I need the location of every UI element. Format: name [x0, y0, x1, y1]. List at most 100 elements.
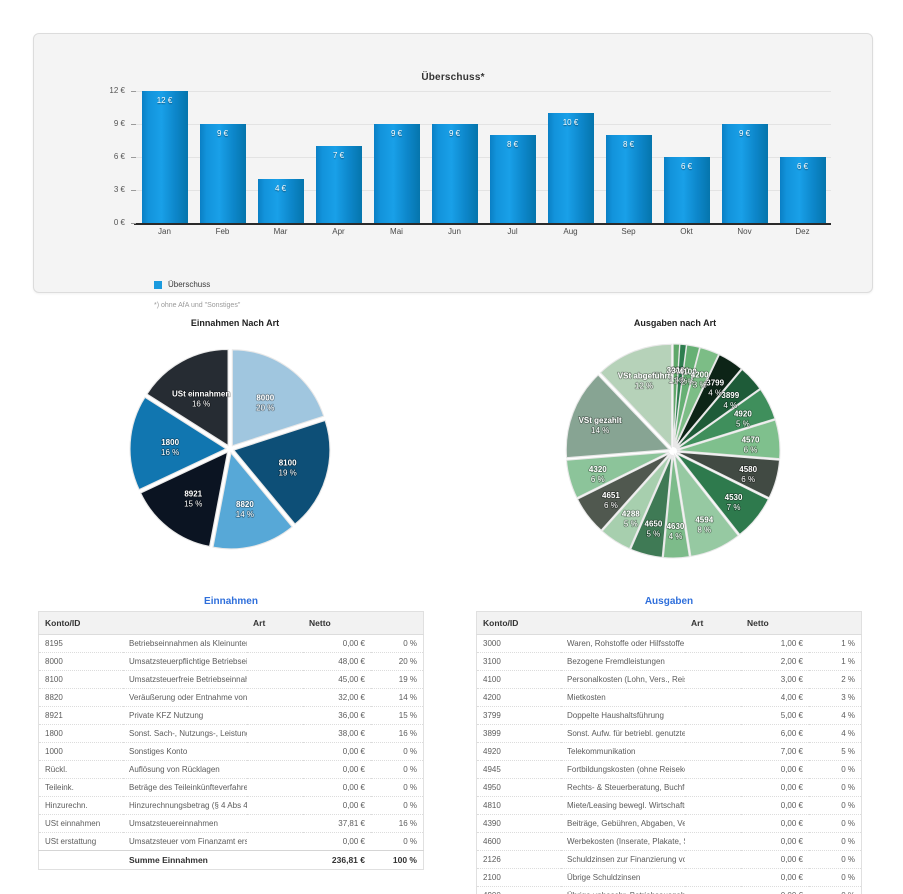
bar-jun[interactable]: 9 € [431, 124, 478, 223]
ausgaben-slice-vst-abgeführt[interactable] [599, 343, 673, 449]
ausgaben-label-4530: 4530 [725, 493, 743, 502]
table-row[interactable]: 8921 Private KFZ Nutzung 36,00 €15 % [38, 706, 424, 725]
cell-prozent: 0 % [371, 778, 424, 797]
bar-mai[interactable]: 9 € [373, 124, 420, 223]
table-row[interactable]: 3000 Waren, Rohstoffe oder Hilfsstoffe 1,0… [476, 634, 862, 653]
table-row[interactable]: 2100 Übrige Schuldzinsen 0,00 €0 % [476, 868, 862, 887]
einnahmen-percent-ust-einnahmen: 16 % [192, 399, 210, 408]
bar-jul[interactable]: 8 € [489, 135, 536, 223]
bar-chart-legend[interactable]: Überschuss [154, 280, 210, 289]
bar-sep[interactable]: 8 € [605, 135, 652, 223]
col-konto-id[interactable]: Konto/ID [38, 611, 123, 635]
bar-mar[interactable]: 4 € [257, 179, 304, 223]
col-art[interactable]: Art [247, 611, 303, 635]
bar-apr[interactable]: 7 € [315, 146, 362, 223]
ausgaben-slice-4200[interactable] [673, 346, 720, 448]
table-row[interactable]: Teileink. Beträge des Teileinkünfteverfah… [38, 778, 424, 797]
ausgaben-slice-4100[interactable] [673, 344, 701, 448]
table-row[interactable]: 3899 Sonst. Aufw. für betriebl. genutzte … [476, 724, 862, 743]
col-konto-id[interactable]: Konto/ID [476, 611, 561, 635]
table-row[interactable]: Hinzurechn. Hinzurechnungsbetrag (§ 4 Abs… [38, 796, 424, 815]
col-bezeichnung[interactable] [561, 611, 685, 635]
einnahmen-slice-8921[interactable] [139, 451, 229, 548]
col-netto[interactable]: Netto [303, 611, 371, 635]
bar-dez[interactable]: 6 € [779, 157, 826, 223]
cell-art [247, 796, 303, 815]
ausgaben-slice-4594[interactable] [673, 452, 740, 558]
y-axis-tick-label: 0 € [113, 218, 125, 227]
cell-art [685, 850, 741, 869]
bar-aug[interactable]: 10 € [547, 113, 594, 223]
bar-nov[interactable]: 9 € [721, 124, 768, 223]
col-bezeichnung[interactable] [123, 611, 247, 635]
col-art[interactable]: Art [685, 611, 741, 635]
table-row[interactable]: 4920 Telekommunikation 7,00 €5 % [476, 742, 862, 761]
legend-swatch-icon [154, 280, 162, 289]
table-row[interactable]: Rückl. Auflösung von Rücklagen 0,00 €0 % [38, 760, 424, 779]
ausgaben-slice-4630[interactable] [662, 454, 691, 559]
cell-konto: 1000 [38, 742, 123, 761]
bar-jan[interactable]: 12 € [141, 91, 188, 223]
bar-feb[interactable]: 9 € [199, 124, 246, 223]
einnahmen-slice-ust-einnahmen[interactable] [146, 348, 229, 447]
bar-slot: 12 € [136, 91, 193, 223]
table-row[interactable]: USt erstattung Umsatzsteuer vom Finanzamt… [38, 832, 424, 851]
table-row[interactable]: 1000 Sonstiges Konto 0,00 €0 % [38, 742, 424, 761]
table-row[interactable]: 4200 Mietkosten 4,00 €3 % [476, 688, 862, 707]
ausgaben-slice-4920[interactable] [676, 388, 776, 450]
table-row[interactable]: 3100 Bezogene Fremdleistungen 2,00 €1 % [476, 652, 862, 671]
x-axis-label-dez: Dez [795, 227, 810, 236]
table-row[interactable]: 4900Übrige unbeschr. Betriebsausgaben 0,0… [476, 886, 862, 894]
bar-value-label: 9 € [738, 129, 751, 138]
ausgaben-label-4630: 4630 [667, 522, 685, 531]
einnahmen-slice-1800[interactable] [129, 396, 228, 491]
col-prozent[interactable] [371, 611, 424, 635]
ausgaben-slice-4580[interactable] [676, 451, 781, 499]
ausgaben-slice-4288[interactable] [601, 453, 672, 550]
einnahmen-slice-8100[interactable] [232, 419, 331, 525]
cell-netto: 45,00 € [303, 670, 371, 689]
ausgaben-slice-4651[interactable] [576, 452, 671, 531]
einnahmen-slice-8000[interactable] [231, 349, 325, 447]
cell-netto: 0,00 € [303, 796, 371, 815]
ausgaben-slice-4320[interactable] [565, 451, 670, 499]
table-row[interactable]: 3799 Doppelte Haushaltsführung 5,00 €4 % [476, 706, 862, 725]
ausgaben-slice-3899[interactable] [675, 368, 761, 449]
cell-netto: 4,00 € [741, 688, 809, 707]
einnahmen-table: Konto/ID Art Netto 8195 Betriebseinnahmen… [38, 611, 424, 870]
cell-konto: 2100 [476, 868, 561, 887]
ausgaben-slice-4650[interactable] [629, 454, 673, 559]
ausgaben-slice-3799[interactable] [674, 353, 743, 448]
total-cell-bezeichnung: Summe Einnahmen [123, 850, 247, 870]
bar-slot: 9 € [426, 91, 483, 223]
einnahmen-slice-8820[interactable] [212, 451, 293, 550]
cell-art [685, 832, 741, 851]
cell-konto: 4390 [476, 814, 561, 833]
col-netto[interactable]: Netto [741, 611, 809, 635]
table-row[interactable]: USt einnahmen Umsatzsteuereinnahmen 37,81 … [38, 814, 424, 833]
cell-prozent: 14 % [371, 688, 424, 707]
x-axis-label-jun: Jun [448, 227, 461, 236]
x-axis-label-okt: Okt [680, 227, 693, 236]
ausgaben-slice-vst-gezahlt[interactable] [565, 374, 671, 459]
cell-art [685, 706, 741, 725]
bar-okt[interactable]: 6 € [663, 157, 710, 223]
ausgaben-slice-4530[interactable] [675, 453, 770, 536]
einnahmen-percent-1800: 16 % [161, 448, 179, 457]
ausgaben-slice-4570[interactable] [676, 419, 781, 460]
einnahmen-label-1800: 1800 [161, 438, 179, 447]
col-prozent[interactable] [809, 611, 862, 635]
x-axis-label-mai: Mai [390, 227, 403, 236]
